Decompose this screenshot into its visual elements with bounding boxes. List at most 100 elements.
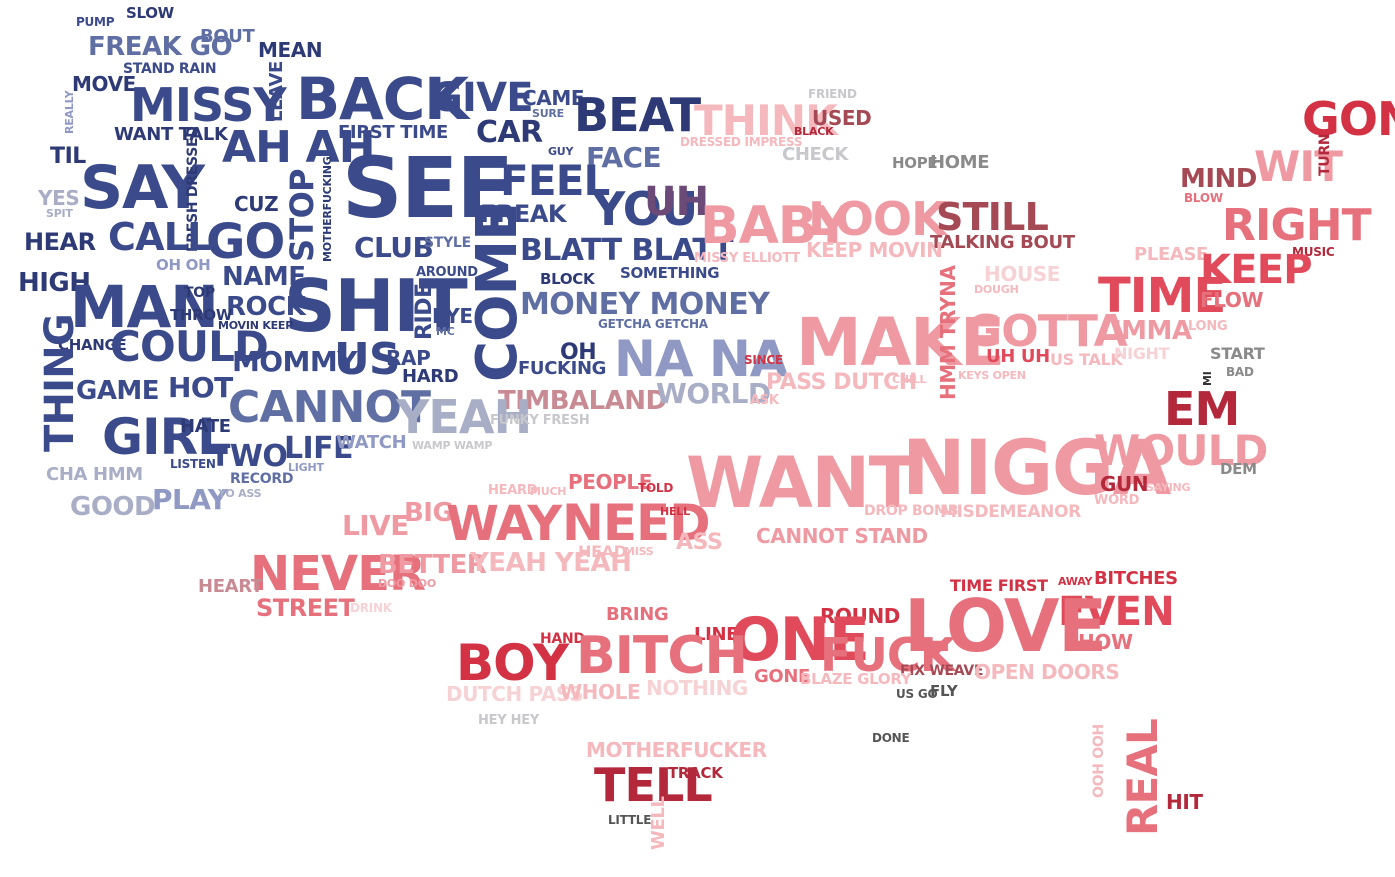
- word: HIGH: [18, 268, 91, 298]
- word: GIRL: [102, 408, 229, 466]
- word: BLAZE GLORY: [800, 670, 912, 688]
- word: BACK: [296, 65, 469, 133]
- word: DONE: [872, 731, 910, 745]
- word: MOMMY: [232, 345, 357, 378]
- word: EYE: [432, 304, 473, 328]
- word: YES: [38, 186, 80, 210]
- word: MONEY MONEY: [520, 287, 770, 322]
- word: BLOCK: [540, 270, 595, 288]
- word: WORLD: [656, 377, 771, 410]
- word: REAL: [1118, 719, 1167, 836]
- word: MISDEMEANOR: [940, 502, 1081, 522]
- word: NA NA: [614, 330, 788, 388]
- word: NOTHING: [646, 676, 748, 700]
- word: REALLY: [63, 90, 76, 134]
- word: BETTER: [378, 550, 487, 580]
- word: BOY: [456, 634, 569, 692]
- word: MOVIN KEEP: [218, 319, 294, 332]
- word: HATE: [180, 416, 231, 437]
- word: PASS DUTCH: [766, 370, 917, 395]
- word: GAME: [76, 376, 160, 406]
- word: CHANGE: [58, 336, 127, 354]
- word: IMMA: [1112, 316, 1192, 346]
- word: FRIEND: [808, 87, 857, 101]
- word: FREAK: [480, 200, 567, 228]
- word: CHECK: [782, 144, 848, 165]
- word: KEEP MOVIN: [806, 238, 943, 262]
- word: DUTCH PASS: [446, 682, 584, 706]
- word: HOT: [168, 371, 233, 404]
- word: BRING: [606, 604, 669, 625]
- word: BEAT: [574, 88, 701, 142]
- word: RIGHT: [1222, 200, 1372, 251]
- word: LOVE: [904, 584, 1107, 668]
- word: GIVE: [430, 75, 534, 121]
- word: FLY: [930, 682, 958, 700]
- word: BOUT: [200, 26, 255, 47]
- word: DROP BOMB: [864, 503, 959, 519]
- word: BABY: [700, 196, 851, 256]
- word: ONE: [730, 605, 870, 675]
- word: TURN: [1317, 133, 1333, 176]
- word: RAP: [386, 346, 431, 370]
- word: START: [1210, 344, 1265, 363]
- word: BITCHES: [1094, 568, 1178, 589]
- word: WHOLE: [560, 680, 641, 704]
- word: MAKE: [796, 304, 1005, 381]
- word: OH OH: [156, 256, 211, 274]
- word: LISTEN: [170, 457, 216, 471]
- word: US: [334, 334, 401, 385]
- word: TALKING BOUT: [930, 232, 1075, 253]
- word: US TALK: [1050, 350, 1123, 369]
- word: STILL: [936, 195, 1049, 239]
- word: GOOD: [70, 492, 156, 522]
- word: LIFE: [284, 431, 353, 466]
- word: WANT: [686, 442, 916, 524]
- word: NIGHT: [1114, 344, 1170, 363]
- word: FUNKY FRESH: [490, 413, 590, 428]
- word: OPEN DOORS: [974, 660, 1120, 684]
- word: TOP: [184, 285, 215, 301]
- word: ASS: [676, 530, 723, 555]
- word: MEAN: [258, 38, 323, 62]
- word: PEOPLE: [568, 470, 652, 494]
- word: COULD: [110, 322, 269, 371]
- word: NEVER: [250, 546, 426, 602]
- word: SHOW: [1064, 630, 1133, 654]
- word: SEE: [342, 139, 514, 237]
- word: ASK: [750, 393, 779, 408]
- word: TRACK: [668, 764, 723, 782]
- word: SLOW: [126, 4, 174, 22]
- word: ROUND: [820, 604, 900, 628]
- word: WAY: [446, 496, 562, 552]
- word: LONG: [1188, 319, 1228, 334]
- word: THING: [37, 314, 83, 452]
- word: NIGGA: [902, 423, 1171, 512]
- word: RIDE: [412, 283, 437, 340]
- word: YO ASS: [218, 487, 262, 500]
- word: CHILL: [892, 373, 927, 386]
- word: YEAH: [396, 390, 532, 444]
- word: CAME: [522, 86, 585, 110]
- word: HOPE: [892, 154, 938, 172]
- word: GUY: [548, 145, 574, 158]
- word: PUMP: [76, 15, 115, 29]
- word: FUCKING: [518, 358, 607, 379]
- word: MIND: [1180, 164, 1257, 194]
- word: SHIT: [284, 264, 468, 348]
- word: ROCK: [226, 292, 306, 322]
- word: UH: [644, 179, 709, 225]
- word: CUZ: [234, 192, 279, 216]
- word: CLUB: [354, 231, 434, 264]
- word: OOH OOH: [1091, 724, 1107, 798]
- word: GO: [206, 214, 285, 270]
- word: FLOW: [1200, 288, 1264, 312]
- word: GON: [1302, 92, 1395, 146]
- word: HEARD: [488, 483, 538, 498]
- word: BLACK: [794, 125, 834, 138]
- word: DEM: [1220, 460, 1257, 478]
- word: MAN: [70, 273, 219, 341]
- word: TIMBALAND: [498, 386, 667, 416]
- word: MUCH: [530, 485, 567, 498]
- word: SPIT: [46, 207, 73, 220]
